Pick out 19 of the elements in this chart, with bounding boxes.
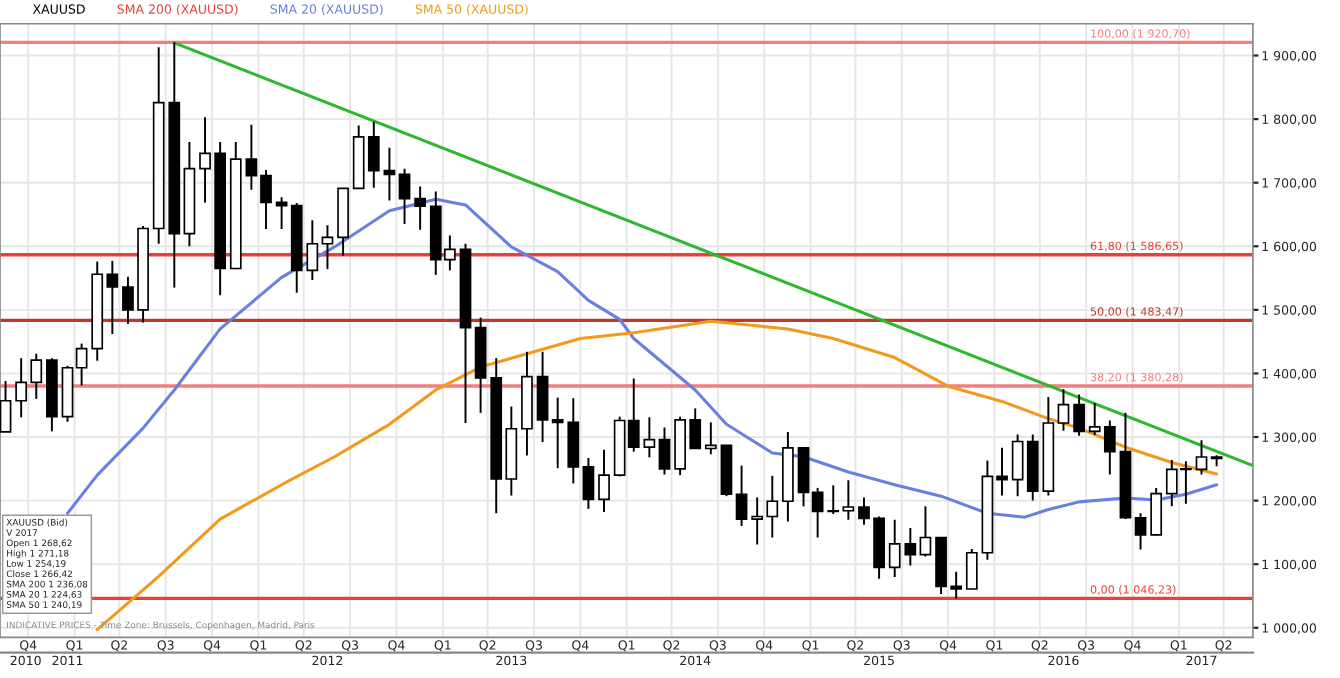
line-series bbox=[95, 319, 1219, 632]
candlestick bbox=[398, 167, 411, 225]
candlestick bbox=[919, 505, 932, 558]
candlestick bbox=[643, 416, 656, 459]
candlestick bbox=[704, 421, 717, 456]
candlestick bbox=[1057, 388, 1070, 432]
candlestick bbox=[1195, 439, 1208, 476]
candlestick bbox=[414, 185, 427, 231]
candlestick bbox=[582, 457, 595, 510]
candlestick bbox=[321, 224, 334, 271]
candlestick bbox=[658, 426, 671, 476]
candlestick bbox=[598, 448, 610, 514]
candlestick bbox=[1073, 393, 1085, 437]
candlestick bbox=[536, 350, 549, 444]
candlestick bbox=[735, 464, 748, 528]
candlestick bbox=[1150, 486, 1163, 537]
candlestick bbox=[0, 380, 12, 433]
candlestick bbox=[1134, 512, 1147, 551]
candlestick bbox=[965, 547, 978, 590]
